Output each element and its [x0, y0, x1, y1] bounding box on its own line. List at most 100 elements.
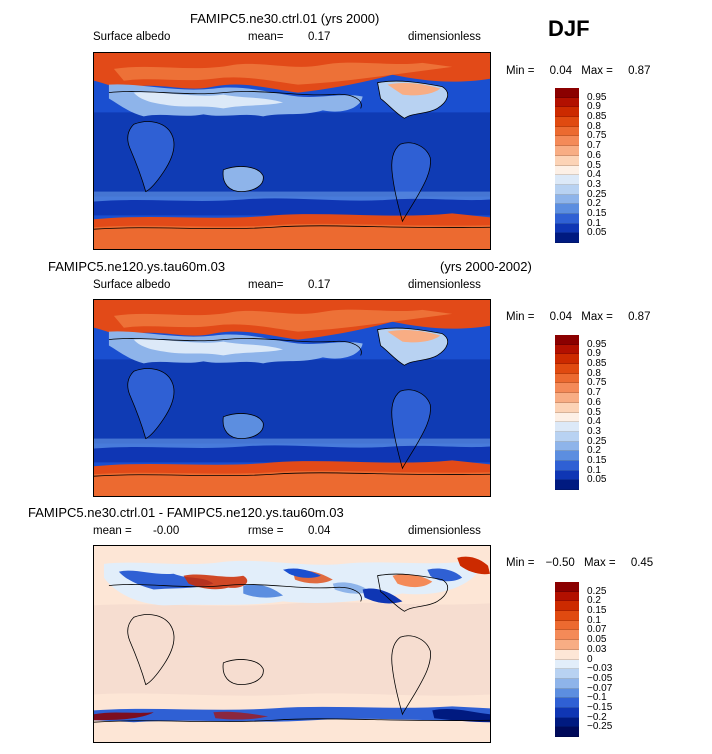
colorbar-tick-label: 0.95	[587, 91, 607, 103]
colorbar-cell	[555, 630, 579, 641]
colorbar-cell	[555, 591, 579, 602]
panel2-mean-value: 0.17	[308, 279, 331, 291]
colorbar-tick-label: 0.4	[587, 416, 601, 428]
colorbar-cell	[555, 136, 579, 147]
colorbar-cell	[555, 383, 579, 394]
colorbar-tick-label: 0.6	[587, 149, 601, 161]
colorbar-cell	[555, 582, 579, 592]
colorbar-cell	[555, 649, 579, 660]
colorbar-tick-label: 0.03	[587, 643, 607, 655]
panel3-min-value: −0.50	[545, 557, 575, 569]
panel3-min-label: Min =	[506, 557, 535, 569]
panel2-minmax: Min = 0.04 Max = 0.87	[506, 311, 650, 323]
colorbar-cell	[555, 470, 579, 481]
colorbar-cell	[555, 669, 579, 679]
colorbar-cell	[555, 204, 579, 214]
colorbar-cell	[555, 354, 579, 365]
colorbar-tick-label: 0.95	[587, 338, 607, 350]
panel1-map	[93, 52, 491, 250]
colorbar-tick-label: 0.25	[587, 188, 607, 200]
colorbar-cell	[555, 146, 579, 156]
colorbar-cell	[555, 233, 579, 243]
colorbar-cell	[555, 611, 579, 621]
colorbar-cell	[555, 480, 579, 490]
panel2-years: (yrs 2000-2002)	[440, 259, 532, 274]
panel3-minmax: Min = −0.50 Max = 0.45	[506, 557, 653, 569]
colorbar-tick-label: 0.2	[587, 595, 601, 607]
colorbar-cell	[555, 175, 579, 185]
colorbar-cell	[555, 194, 579, 205]
colorbar-tick-label: 0.2	[587, 198, 601, 210]
panel1-title: FAMIPC5.ne30.ctrl.01 (yrs 2000)	[190, 11, 380, 26]
colorbar-cell	[555, 460, 579, 471]
colorbar-tick-label: 0.1	[587, 614, 601, 626]
colorbar-tick-label: −0.15	[587, 701, 613, 713]
colorbar-cell	[555, 640, 579, 650]
colorbar-tick-label: 0.6	[587, 396, 601, 408]
panel1-units: dimensionless	[408, 31, 481, 43]
colorbar-tick-label: 0.8	[587, 367, 601, 379]
colorbar-tick-label: 0.8	[587, 120, 601, 132]
panel2-min-value: 0.04	[549, 311, 573, 323]
colorbar-tick-label: −0.03	[587, 663, 613, 675]
colorbar-cell	[555, 678, 579, 689]
panel1-min-label: Min =	[506, 65, 535, 77]
colorbar-tick-label: 0.5	[587, 406, 601, 418]
panel1-colorbar: 0.95 0.9 0.85 0.8 0.75 0.7 0.6 0.5 0.4 0.3 0.25 0.2…	[555, 88, 606, 243]
colorbar-cell	[555, 402, 579, 413]
colorbar-tick-label: 0	[587, 653, 593, 665]
panel2-title: FAMIPC5.ne120.ys.tau60m.03	[48, 259, 226, 274]
colorbar-cell	[555, 431, 579, 442]
panel3-colorbar: 0.25 0.2 0.15 0.1 0.07 0.05 0.03 0 −0.03 −0.05 −0.…	[555, 582, 612, 737]
colorbar-cell	[555, 688, 579, 699]
panel1-min-value: 0.04	[549, 65, 573, 77]
colorbar-tick-label: 0.15	[587, 605, 607, 617]
colorbar-cell	[555, 659, 579, 670]
colorbar-cell	[555, 441, 579, 452]
colorbar-cell	[555, 707, 579, 718]
colorbar-tick-label: 0.4	[587, 169, 601, 181]
panel3-mean-value: -0.00	[153, 525, 180, 537]
colorbar-tick-label: 0.1	[587, 217, 601, 229]
panel2-mean-label: mean=	[248, 279, 284, 291]
colorbar-tick-label: 0.25	[587, 585, 607, 597]
panel3-title: FAMIPC5.ne30.ctrl.01 - FAMIPC5.ne120.ys.…	[28, 505, 344, 520]
colorbar-cell	[555, 155, 579, 166]
panel3-mean-label: mean =	[93, 525, 132, 537]
panel3-rmse-label: rmse =	[248, 525, 284, 537]
colorbar-cell	[555, 717, 579, 728]
colorbar-cell	[555, 223, 579, 234]
colorbar-cell	[555, 393, 579, 403]
season-label: DJF	[548, 16, 590, 41]
colorbar-tick-label: 0.3	[587, 178, 601, 190]
panel2-map	[93, 299, 491, 497]
colorbar-tick-label: 0.9	[587, 101, 601, 113]
colorbar-tick-label: 0.85	[587, 111, 607, 123]
colorbar-tick-label: 0.9	[587, 348, 601, 360]
colorbar-cell	[555, 422, 579, 432]
colorbar-tick-label: 0.15	[587, 207, 607, 219]
colorbar-cell	[555, 213, 579, 224]
colorbar-tick-label: 0.05	[587, 634, 607, 646]
panel3-max-label: Max =	[583, 557, 616, 569]
colorbar-cell	[555, 373, 579, 384]
colorbar-cell	[555, 97, 579, 108]
colorbar-tick-label: 0.7	[587, 140, 601, 152]
colorbar-tick-label: 0.3	[587, 425, 601, 437]
colorbar-cell	[555, 451, 579, 461]
colorbar-tick-label: 0.2	[587, 445, 601, 457]
colorbar-cell	[555, 335, 579, 345]
panel1-mean-label: mean=	[248, 31, 284, 43]
colorbar-cell	[555, 126, 579, 137]
panel2-min-label: Min =	[506, 311, 535, 323]
panel2-variable: Surface albedo	[93, 279, 171, 291]
colorbar-cell	[555, 698, 579, 708]
panel1-minmax: Min = 0.04 Max = 0.87	[506, 65, 650, 77]
colorbar-tick-label: 0.75	[587, 377, 607, 389]
panel1-map-svg	[94, 53, 490, 249]
colorbar-tick-label: 0.75	[587, 130, 607, 142]
panel1-variable: Surface albedo	[93, 31, 171, 43]
colorbar-tick-label: −0.07	[587, 682, 613, 694]
colorbar-tick-label: 0.7	[587, 387, 601, 399]
colorbar-cell	[555, 107, 579, 118]
